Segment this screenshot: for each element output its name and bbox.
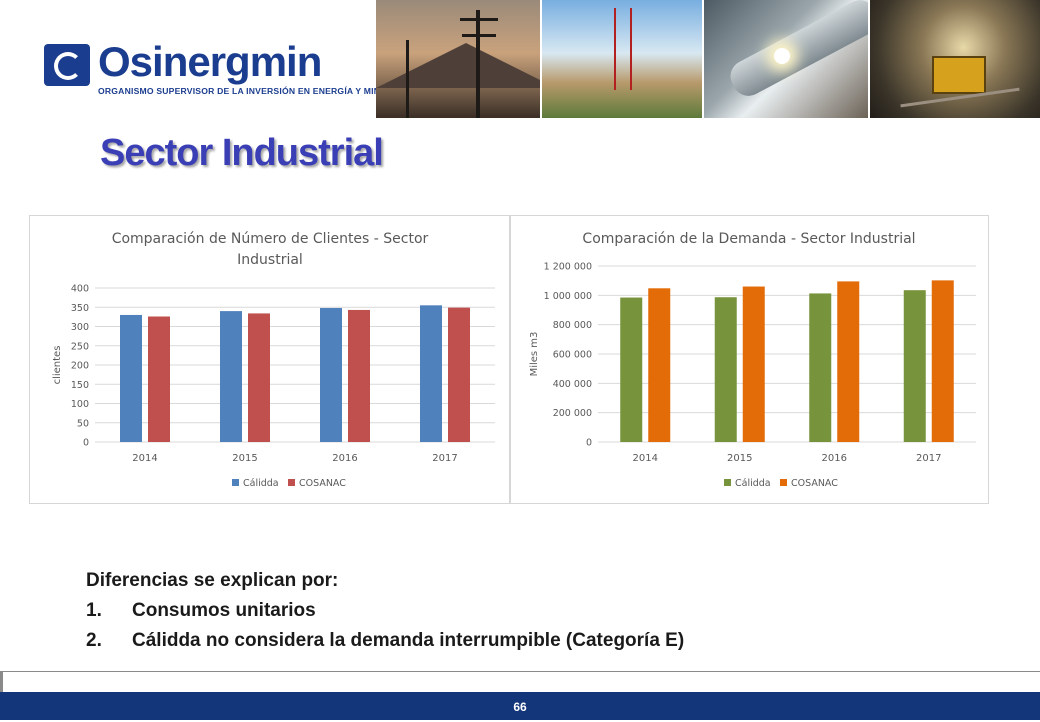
bar-calidda-2015 (220, 311, 242, 442)
notes-block: Diferencias se explican por: 1. Consumos… (86, 566, 986, 656)
y-tick-label: 400 (71, 284, 89, 295)
x-tick-label: 2016 (822, 453, 847, 464)
page-title: Sector Industrial (100, 132, 384, 174)
notes-item-1: 1. Consumos unitarios (86, 596, 986, 626)
legend-label: COSANAC (299, 478, 346, 489)
notes-item-2: 2. Cálidda no considera la demanda inter… (86, 626, 986, 656)
x-tick-label: 2016 (332, 453, 357, 464)
bar-cosanac-2016 (348, 309, 370, 442)
footer-strip (0, 672, 1040, 692)
y-axis-label: Miles m3 (529, 332, 540, 377)
bar-calidda-2015 (714, 297, 737, 442)
y-tick-label: 0 (586, 438, 592, 449)
notes-item-text: Consumos unitarios (132, 600, 316, 621)
drilling-rig-photo (542, 0, 702, 118)
header-banner: Osinergmin ORGANISMO SUPERVISOR DE LA IN… (0, 0, 1040, 120)
x-tick-label: 2015 (232, 453, 257, 464)
x-tick-label: 2017 (432, 453, 457, 464)
osinergmin-logo: Osinergmin ORGANISMO SUPERVISOR DE LA IN… (40, 38, 401, 102)
bar-calidda-2014 (120, 314, 142, 442)
x-tick-label: 2014 (132, 453, 157, 464)
logo-name: Osinergmin (98, 38, 322, 85)
notes-item-number: 1. (86, 600, 102, 621)
logo-subtitle: ORGANISMO SUPERVISOR DE LA INVERSIÓN EN … (98, 86, 402, 96)
y-tick-label: 300 (71, 322, 89, 333)
y-tick-label: 0 (83, 438, 89, 449)
clients-chart: Comparación de Número de Clientes - Sect… (52, 231, 495, 489)
y-axis-label: clientes (52, 346, 63, 385)
power-lines-photo (376, 0, 540, 118)
y-tick-label: 250 (71, 341, 89, 352)
y-tick-label: 100 (71, 399, 89, 410)
y-tick-label: 350 (71, 303, 89, 314)
legend-label: Cálidda (735, 478, 771, 489)
chart-title: Comparación de Número de Clientes - Sect… (112, 231, 429, 247)
y-tick-label: 800 000 (553, 320, 592, 331)
page-number: 66 (513, 700, 527, 714)
y-tick-label: 1 000 000 (544, 291, 592, 302)
legend-swatch (724, 479, 731, 486)
bar-cosanac-2014 (148, 316, 170, 442)
bar-calidda-2017 (903, 290, 926, 442)
notes-item-text: Cálidda no considera la demanda interrum… (132, 630, 685, 651)
bar-cosanac-2016 (837, 281, 860, 442)
chart-title: Comparación de la Demanda - Sector Indus… (582, 231, 915, 247)
legend-label: Cálidda (243, 478, 279, 489)
demand-chart: Comparación de la Demanda - Sector Indus… (529, 231, 976, 489)
bar-cosanac-2014 (648, 288, 671, 442)
y-tick-label: 1 200 000 (544, 262, 592, 273)
pipeline-welding-photo (704, 0, 868, 118)
x-tick-label: 2017 (916, 453, 941, 464)
notes-heading: Diferencias se explican por: (86, 570, 339, 591)
bar-cosanac-2017 (448, 307, 470, 442)
footer-bar: 66 (0, 692, 1040, 720)
legend-swatch (780, 479, 787, 486)
demand-chart-panel: Comparación de la Demanda - Sector Indus… (510, 215, 989, 504)
x-tick-label: 2015 (727, 453, 752, 464)
y-tick-label: 600 000 (553, 350, 592, 361)
mining-tunnel-photo (870, 0, 1040, 118)
bar-cosanac-2017 (931, 280, 954, 442)
footer-divider (0, 671, 1040, 672)
y-tick-label: 400 000 (553, 379, 592, 390)
legend-swatch (288, 479, 295, 486)
clients-chart-panel: Comparación de Número de Clientes - Sect… (29, 215, 510, 504)
y-tick-label: 200 (71, 361, 89, 372)
notes-item-number: 2. (86, 630, 102, 651)
legend-swatch (232, 479, 239, 486)
osinergmin-emblem-icon (44, 44, 90, 86)
bar-cosanac-2015 (248, 313, 270, 442)
bar-calidda-2017 (420, 305, 442, 442)
bar-calidda-2016 (809, 293, 832, 442)
bar-calidda-2016 (320, 308, 342, 442)
bar-cosanac-2015 (742, 286, 765, 442)
y-tick-label: 200 000 (553, 408, 592, 419)
bar-calidda-2014 (620, 297, 643, 442)
y-tick-label: 150 (71, 380, 89, 391)
chart-title: Industrial (237, 252, 303, 268)
x-tick-label: 2014 (633, 453, 658, 464)
legend-label: COSANAC (791, 478, 838, 489)
y-tick-label: 50 (77, 418, 89, 429)
